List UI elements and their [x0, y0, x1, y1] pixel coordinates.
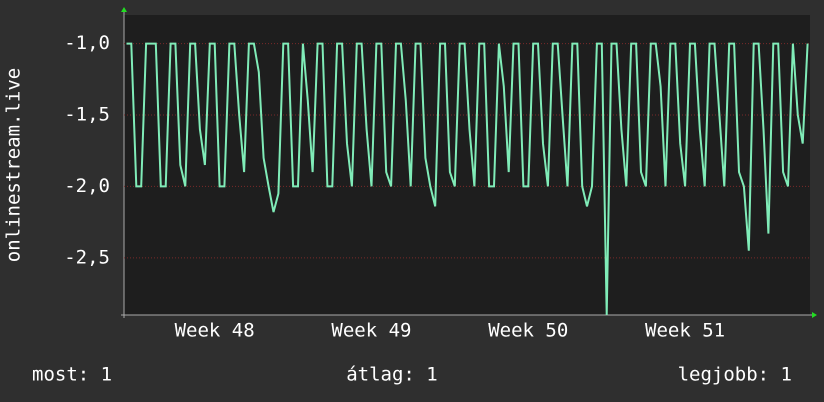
- y-tick-label: -2,5: [64, 246, 110, 268]
- footer-stat: legjobb: 1: [678, 364, 792, 386]
- y-axis-label: onlinestream.live: [3, 68, 25, 262]
- x-tick-label: Week 48: [175, 320, 255, 342]
- y-tick-label: -2,0: [64, 175, 110, 197]
- x-tick-label: Week 50: [488, 320, 568, 342]
- data-line: [126, 42, 809, 316]
- axis-arrow: [812, 312, 817, 318]
- plot-area: [124, 15, 810, 315]
- y-tick-label: -1,5: [64, 104, 110, 126]
- footer-stat: átlag: 1: [346, 364, 438, 386]
- y-tick-label: -1,0: [64, 32, 110, 54]
- axis-arrow: [121, 7, 127, 12]
- x-tick-label: Week 49: [331, 320, 411, 342]
- footer-stat: most: 1: [32, 364, 112, 386]
- x-tick-label: Week 51: [645, 320, 725, 342]
